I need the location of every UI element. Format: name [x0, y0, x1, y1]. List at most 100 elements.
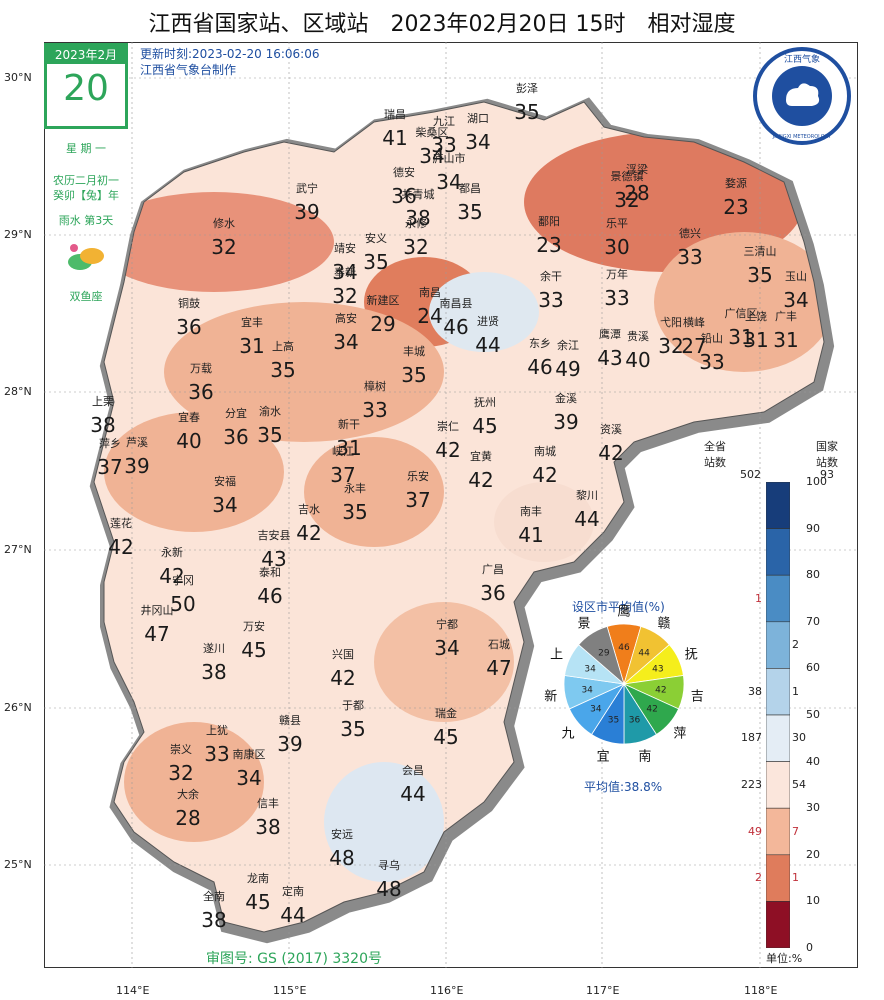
station-humidity-value: 32 — [658, 334, 684, 358]
station-humidity-value: 33 — [604, 286, 630, 310]
emblem-text-bottom: JIANGXI METEOROLOGY — [772, 134, 833, 140]
legend-color-band — [766, 807, 790, 856]
station-humidity-value: 24 — [417, 304, 443, 328]
station-humidity-value: 31 — [336, 436, 362, 460]
station-humidity-value: 39 — [124, 454, 150, 478]
station-humidity-value: 38 — [201, 660, 227, 684]
pie-slice-label: 南 — [638, 749, 652, 765]
station-humidity-value: 35 — [457, 200, 483, 224]
legend-tick: 40 — [806, 754, 820, 768]
station-name: 安福 — [214, 475, 236, 488]
station-name: 高安 — [335, 312, 357, 325]
station-humidity-value: 42 — [435, 438, 461, 462]
station-name: 大余 — [177, 788, 199, 801]
station-humidity-value: 23 — [723, 195, 749, 219]
station-name: 永丰 — [344, 482, 366, 495]
latitude-label: 26°N — [4, 701, 32, 714]
station-humidity-value: 48 — [376, 877, 402, 901]
station-name: 赣县 — [279, 714, 301, 727]
legend-top-national: 93 — [820, 468, 834, 481]
station-humidity-value: 28 — [175, 806, 201, 830]
station-humidity-value: 46 — [527, 355, 553, 379]
station-humidity-value: 28 — [624, 181, 650, 205]
station-humidity-value: 35 — [747, 263, 773, 287]
pie-slice-label: 赣 — [657, 616, 671, 632]
station-name: 九江 — [433, 115, 455, 128]
station-humidity-value: 42 — [159, 564, 185, 588]
station-name: 广昌 — [482, 563, 504, 576]
station-humidity-value: 41 — [382, 126, 408, 150]
station-humidity-value: 43 — [261, 547, 287, 571]
station-humidity-value: 34 — [333, 330, 359, 354]
station-name: 南康区 — [232, 748, 266, 761]
station-name: 分宜 — [225, 407, 247, 420]
station-name: 万载 — [190, 362, 212, 375]
station-humidity-value: 23 — [536, 233, 562, 257]
station-humidity-value: 39 — [553, 410, 579, 434]
station-name: 上饶 — [745, 310, 767, 323]
station-humidity-value: 38 — [405, 206, 431, 230]
pie-slice-label: 萍 — [673, 726, 687, 742]
station-name: 奉新 — [334, 266, 356, 279]
station-humidity-value: 36 — [223, 425, 249, 449]
map-frame — [44, 42, 858, 968]
station-humidity-value: 45 — [241, 638, 267, 662]
station-name: 信丰 — [257, 797, 279, 810]
station-name: 宁冈 — [172, 574, 194, 587]
station-name: 彭泽 — [516, 82, 538, 95]
station-name: 上高 — [272, 340, 294, 353]
station-humidity-value: 49 — [555, 357, 581, 381]
legend-tick: 60 — [806, 661, 820, 675]
station-humidity-value: 37 — [97, 455, 123, 479]
station-name: 横峰 — [683, 316, 705, 329]
station-humidity-value: 34 — [783, 288, 809, 312]
station-name: 新建区 — [366, 294, 400, 307]
station-name: 遂川 — [203, 642, 225, 655]
update-time: 更新时刻:2023-02-20 16:06:06 — [140, 47, 320, 61]
station-name: 共青城 — [401, 188, 435, 201]
station-humidity-value: 44 — [280, 903, 306, 927]
legend-national-count: 1 — [792, 871, 799, 885]
legend-all-count: 2 — [755, 871, 762, 885]
station-humidity-value: 36 — [188, 380, 214, 404]
station-humidity-value: 42 — [108, 535, 134, 559]
station-name: 峡江 — [332, 445, 354, 458]
station-humidity-value: 41 — [518, 523, 544, 547]
pie-slice-value: 36 — [629, 716, 641, 726]
pie-slice-value: 35 — [608, 716, 619, 726]
station-name: 吉水 — [298, 503, 320, 516]
station-humidity-value: 42 — [330, 666, 356, 690]
station-name: 南城 — [534, 445, 556, 458]
pie-slice-value: 42 — [646, 704, 657, 714]
station-humidity-value: 30 — [604, 235, 630, 259]
station-humidity-value: 38 — [90, 413, 116, 437]
station-humidity-value: 27 — [681, 334, 707, 358]
pie-slice-label: 鹰 — [617, 604, 631, 620]
station-name: 乐平 — [606, 217, 628, 230]
legend-unit: 单位:% — [766, 952, 803, 965]
station-humidity-value: 39 — [277, 732, 303, 756]
station-name: 弋阳 — [660, 316, 682, 329]
station-humidity-value: 42 — [598, 441, 624, 465]
station-humidity-value: 35 — [270, 358, 296, 382]
station-humidity-value: 31 — [728, 325, 754, 349]
station-name: 永新 — [161, 546, 183, 559]
station-humidity-value: 33 — [204, 742, 230, 766]
pie-slice-value: 42 — [655, 685, 666, 695]
station-humidity-value: 37 — [405, 488, 431, 512]
station-name: 景德镇 — [610, 170, 644, 183]
station-name: 铅山 — [701, 332, 723, 345]
pie-slice-value: 43 — [652, 665, 663, 675]
station-humidity-value: 37 — [330, 463, 356, 487]
station-name: 樟树 — [364, 380, 386, 393]
station-name: 万年 — [606, 268, 628, 281]
legend-tick: 80 — [806, 568, 820, 582]
legend-all-count: 187 — [741, 731, 762, 745]
calendar-lunar-year: 癸卯【兔】年 — [53, 189, 119, 202]
station-humidity-value: 34 — [332, 260, 358, 284]
station-name: 宜春 — [178, 411, 200, 424]
station-humidity-value: 34 — [419, 144, 445, 168]
station-humidity-value: 44 — [574, 507, 600, 531]
station-name: 浮梁 — [626, 163, 648, 176]
station-name: 泰和 — [259, 566, 281, 579]
